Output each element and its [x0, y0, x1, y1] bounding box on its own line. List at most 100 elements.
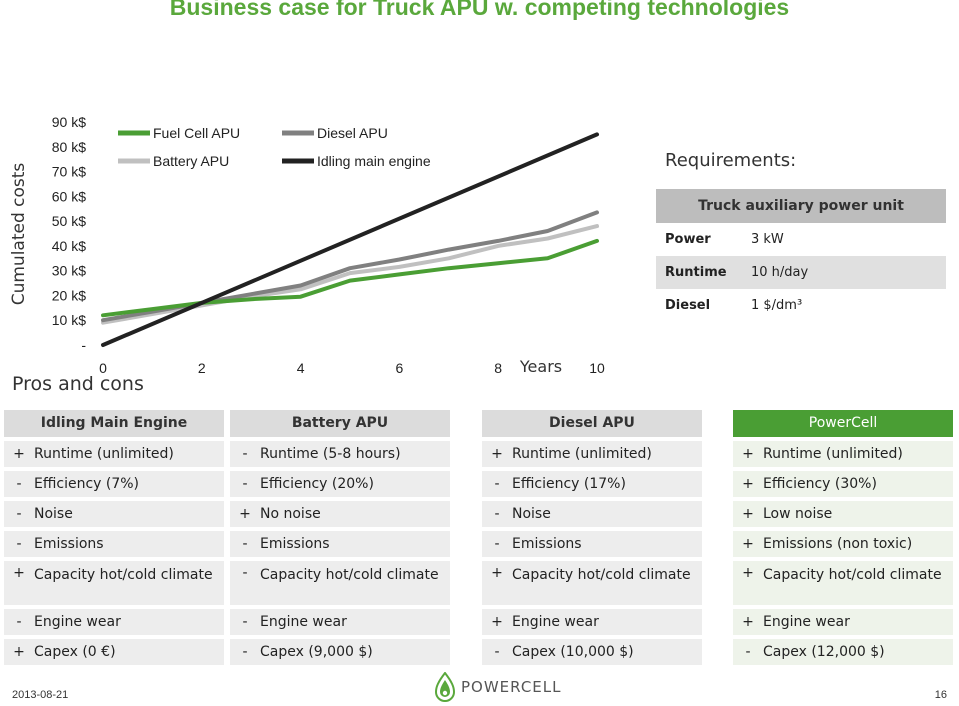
y-tick-label: 90 k$ — [52, 114, 86, 130]
pro-con-text: Runtime (unlimited) — [34, 446, 174, 462]
column-header: Idling Main Engine — [4, 410, 224, 437]
list-item: - Emissions — [482, 531, 702, 557]
pro-con-sign: + — [491, 565, 503, 581]
pro-con-sign: + — [491, 446, 503, 462]
pro-con-sign: + — [239, 506, 251, 522]
list-item: - Emissions — [4, 531, 224, 557]
pro-con-sign: + — [13, 565, 25, 581]
list-item: - Capex (12,000 $) — [733, 639, 953, 665]
pro-con-sign: - — [242, 446, 248, 462]
series-line — [101, 238, 599, 318]
list-item: + Low noise — [733, 501, 953, 527]
powercell-logo: POWERCELL — [433, 672, 562, 702]
x-tick-label: 4 — [297, 360, 305, 376]
y-tick-label: 60 k$ — [52, 188, 86, 204]
list-item: - Engine wear — [4, 609, 224, 635]
pro-con-text: Efficiency (30%) — [763, 476, 877, 492]
x-tick-label: 2 — [198, 360, 206, 376]
pro-con-sign: - — [494, 506, 500, 522]
list-item: + Engine wear — [733, 609, 953, 635]
pro-con-sign: + — [742, 565, 754, 581]
pro-con-text: Noise — [512, 506, 551, 522]
pro-con-text: Emissions — [34, 536, 104, 552]
pro-con-text: Capacity hot/cold climate — [260, 567, 439, 583]
pro-con-text: Capacity hot/cold climate — [512, 567, 691, 583]
pro-con-sign: + — [13, 446, 25, 462]
y-tick-label: 30 k$ — [52, 263, 86, 279]
pro-con-sign: + — [491, 614, 503, 630]
list-item: + Capacity hot/cold climate — [4, 561, 224, 605]
y-tick-label: 10 k$ — [52, 312, 86, 328]
pro-con-sign: - — [16, 476, 22, 492]
pro-con-text: No noise — [260, 506, 321, 522]
list-item: - Capacity hot/cold climate — [230, 561, 450, 605]
pro-con-text: Emissions (non toxic) — [763, 536, 913, 552]
requirements-table-title: Truck auxiliary power unit — [656, 189, 946, 223]
list-item: - Capex (9,000 $) — [230, 639, 450, 665]
y-tick-label: 50 k$ — [52, 213, 86, 229]
list-item: + Capacity hot/cold climate — [482, 561, 702, 605]
series-line — [101, 132, 599, 347]
req-key-diesel: Diesel — [665, 298, 711, 313]
req-value-power: 3 kW — [751, 232, 784, 247]
list-item: + Runtime (unlimited) — [4, 441, 224, 467]
pro-con-sign: + — [742, 614, 754, 630]
list-item: - Emissions — [230, 531, 450, 557]
list-item: + Emissions (non toxic) — [733, 531, 953, 557]
x-tick-label: 6 — [396, 360, 404, 376]
slide-title: Business case for Truck APU w. competing… — [169, 0, 790, 20]
y-tick-label: 70 k$ — [52, 164, 86, 180]
list-item: - Capex (10,000 $) — [482, 639, 702, 665]
pro-con-text: Runtime (unlimited) — [512, 446, 652, 462]
pro-con-sign: + — [13, 644, 25, 660]
list-item: + Runtime (unlimited) — [733, 441, 953, 467]
req-key-power: Power — [665, 232, 711, 247]
pro-con-sign: - — [242, 536, 248, 552]
pro-con-text: Noise — [34, 506, 73, 522]
pro-con-text: Capacity hot/cold climate — [34, 567, 213, 583]
y-tick-label: 20 k$ — [52, 287, 86, 303]
list-item: - Engine wear — [230, 609, 450, 635]
pro-con-sign: + — [742, 446, 754, 462]
list-item: - Efficiency (20%) — [230, 471, 450, 497]
pro-con-text: Emissions — [512, 536, 582, 552]
requirements-table: Truck auxiliary power unit Power 3 kW Ru… — [656, 189, 946, 322]
req-value-runtime: 10 h/day — [742, 256, 946, 289]
pro-con-text: Engine wear — [512, 614, 599, 630]
pro-con-text: Runtime (5-8 hours) — [260, 446, 401, 462]
pros-cons-column: Diesel APU + Runtime (unlimited) - Efficienc… — [482, 410, 702, 669]
pro-con-sign: - — [16, 536, 22, 552]
pro-con-sign: + — [742, 476, 754, 492]
pro-con-text: Engine wear — [260, 614, 347, 630]
column-header: PowerCell — [733, 410, 953, 437]
legend-label: Battery APU — [153, 153, 229, 169]
pro-con-text: Capex (0 €) — [34, 644, 116, 660]
column-header: Battery APU — [230, 410, 450, 437]
cost-chart: Cumulated costs - 10 k$ 20 k$ 30 k$ 40 k$ 50 k… — [9, 114, 605, 376]
list-item: - Efficiency (7%) — [4, 471, 224, 497]
list-item: + Capacity hot/cold climate — [733, 561, 953, 605]
pros-cons-column: Idling Main Engine + Runtime (unlimited) - E… — [4, 410, 224, 669]
logo-wordmark: POWERCELL — [461, 678, 562, 696]
pro-con-text: Emissions — [260, 536, 330, 552]
y-axis-label: Cumulated costs — [9, 163, 29, 306]
pro-con-text: Capex (10,000 $) — [512, 644, 634, 660]
column-header: Diesel APU — [482, 410, 702, 437]
pro-con-text: Engine wear — [763, 614, 850, 630]
list-item: - Efficiency (17%) — [482, 471, 702, 497]
pros-cons-column: PowerCell + Runtime (unlimited) + Efficiency… — [733, 410, 953, 669]
pro-con-text: Low noise — [763, 506, 833, 522]
page-number: 16 — [934, 689, 947, 701]
legend-label: Fuel Cell APU — [153, 125, 240, 141]
pro-con-sign: - — [242, 644, 248, 660]
y-tick-label: 80 k$ — [52, 139, 86, 155]
list-item: + Efficiency (30%) — [733, 471, 953, 497]
pro-con-sign: - — [242, 565, 248, 581]
pro-con-sign: - — [494, 536, 500, 552]
pro-con-sign: - — [494, 476, 500, 492]
pro-con-sign: - — [494, 644, 500, 660]
pro-con-sign: - — [745, 644, 751, 660]
pro-con-sign: - — [16, 614, 22, 630]
pro-con-text: Efficiency (7%) — [34, 476, 140, 492]
pro-con-text: Efficiency (20%) — [260, 476, 374, 492]
